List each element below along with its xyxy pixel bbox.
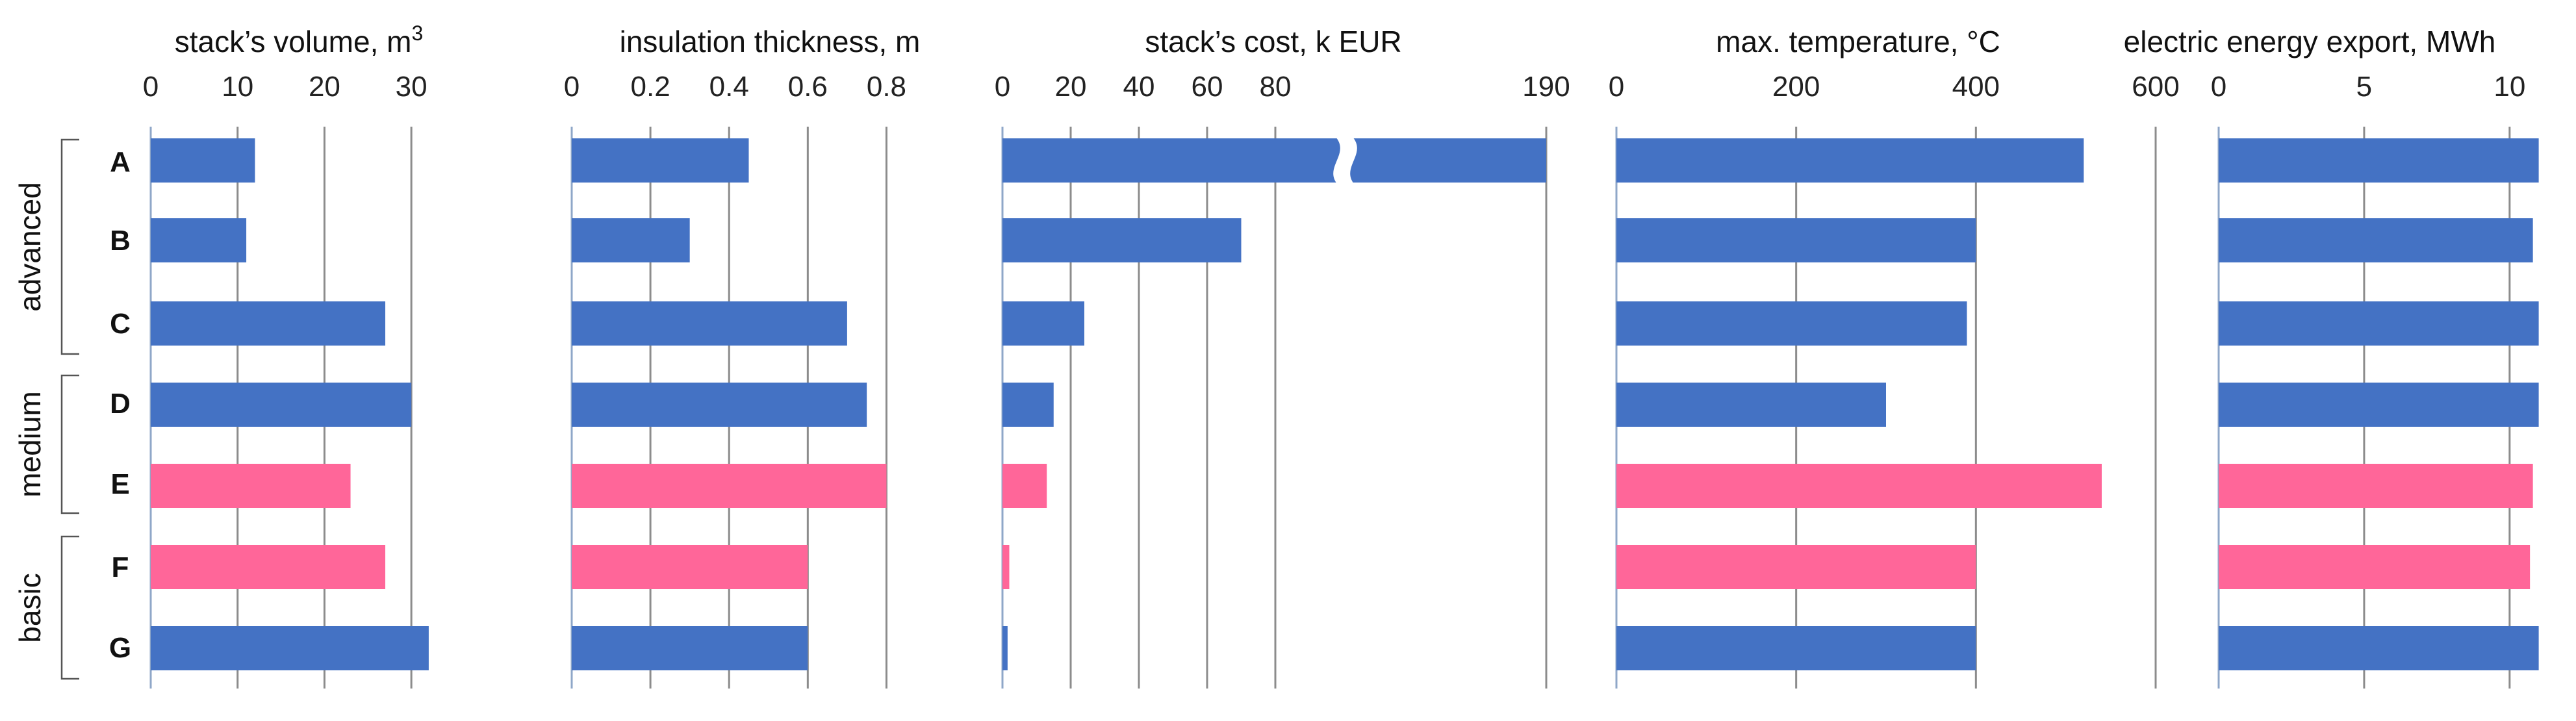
panel-4-tick-label-400: 400 — [1952, 71, 2000, 103]
panel-4-tick-label-0: 0 — [1609, 71, 1624, 103]
panel-1-bar-g — [151, 626, 429, 670]
panel-5: 0 5 10 — [2211, 71, 2539, 689]
panel-2-tick-label-0: 0 — [564, 71, 580, 103]
panel-3-tick-label-190: 190 — [1522, 71, 1570, 103]
panel-3-tick-label-60: 60 — [1192, 71, 1223, 103]
panel-3-axis-break-marker — [1333, 137, 1357, 184]
panel-1-bar-a — [151, 138, 255, 183]
row-label-c: C — [110, 308, 131, 340]
panel-5-bar-d — [2219, 383, 2539, 427]
panel-title-stack-volume: stack’s volume, m3 — [175, 21, 424, 58]
panel-1-bar-f — [151, 545, 386, 589]
panel-2-bar-e — [572, 464, 887, 508]
panel-3-tick-label-20: 20 — [1055, 71, 1087, 103]
group-labels: advanced medium basic — [13, 138, 79, 680]
panel-4-bar-d — [1616, 383, 1886, 427]
panel-1-tick-label-0: 0 — [143, 71, 159, 103]
panel-1-tick-label-30: 30 — [396, 71, 427, 103]
group-label-basic: basic — [13, 573, 47, 642]
panel-3-tick-label-80: 80 — [1260, 71, 1292, 103]
panel-5-bar-b — [2219, 218, 2533, 262]
panel-1-bar-e — [151, 464, 351, 508]
panel-5-bar-a — [2219, 138, 2539, 183]
panel-4-tick-label-200: 200 — [1772, 71, 1820, 103]
panel-3-bar-d — [1002, 383, 1054, 427]
panel-4-bar-g — [1616, 626, 1976, 670]
panel-3-bar-g — [1002, 626, 1008, 670]
panel-2-bar-g — [572, 626, 808, 670]
group-label-advanced: advanced — [13, 182, 47, 312]
panel-5-bar-e — [2219, 464, 2533, 508]
panel-2-tick-label-0-4: 0.4 — [709, 71, 749, 103]
panel-5-bar-c — [2219, 301, 2539, 346]
row-label-f: F — [112, 551, 129, 583]
panel-4-bar-f — [1616, 545, 1976, 589]
row-label-g: G — [109, 632, 131, 664]
panel-4-tick-label-600: 600 — [2132, 71, 2179, 103]
panel-3-bar-b — [1002, 218, 1242, 262]
group-bracket-basic — [60, 535, 79, 680]
panel-5-tick-label-10: 10 — [2493, 71, 2525, 103]
panel-1-tick-label-10: 10 — [222, 71, 253, 103]
panel-title-electric-energy-export: electric energy export, MWh — [2124, 25, 2496, 58]
panel-5-bar-f — [2219, 545, 2531, 589]
panel-title-insulation-thickness: insulation thickness, m — [620, 25, 921, 58]
panel-title-max-temperature: max. temperature, °C — [1716, 25, 2000, 58]
group-bracket-advanced — [60, 138, 79, 355]
group-label-medium: medium — [13, 391, 47, 498]
panel-1-tick-label-20: 20 — [309, 71, 340, 103]
row-labels: A B C D E F G — [109, 146, 131, 664]
panel-2-tick-label-0-2: 0.2 — [631, 71, 670, 103]
panel-5-tick-label-5: 5 — [2356, 71, 2372, 103]
panel-5-bar-g — [2219, 626, 2539, 670]
row-label-e: E — [110, 468, 129, 500]
panel-2-bar-a — [572, 138, 749, 183]
panel-4: 0 200 400 600 — [1609, 71, 2180, 689]
panel-2-tick-label-0-8: 0.8 — [867, 71, 906, 103]
group-bracket-medium — [60, 374, 79, 514]
panel-2: 0 0.2 0.4 0.6 0.8 — [564, 71, 906, 689]
panel-3-bar-a — [1002, 138, 1546, 183]
panel-2-bar-c — [572, 301, 847, 346]
panel-3-bar-f — [1002, 545, 1010, 589]
panel-3-tick-label-40: 40 — [1123, 71, 1155, 103]
panel-5-tick-label-0: 0 — [2211, 71, 2226, 103]
panel-2-bar-d — [572, 383, 867, 427]
panel-2-bar-b — [572, 218, 690, 262]
panel-4-bar-e — [1616, 464, 2102, 508]
panel-1-bar-d — [151, 383, 412, 427]
panel-1-bar-c — [151, 301, 386, 346]
panel-2-bar-f — [572, 545, 808, 589]
panel-1: 0 10 20 30 — [143, 71, 429, 689]
panel-3-bar-e — [1002, 464, 1047, 508]
panel-title-stack-volume-text: stack’s volume, m — [175, 25, 412, 58]
panel-3-bar-c — [1002, 301, 1084, 346]
panel-2-tick-label-0-6: 0.6 — [788, 71, 828, 103]
panel-4-bar-a — [1616, 138, 2084, 183]
panel-4-bar-c — [1616, 301, 1967, 346]
chart-panels: 0 10 20 30 0 0.2 0.4 0.6 0.8 0 20 40 60 80 190 0 200 400 6… — [143, 71, 2539, 689]
row-label-b: B — [110, 225, 131, 257]
panel-1-bar-b — [151, 218, 247, 262]
panel-titles: stack’s volume, m3 insulation thickness,… — [175, 21, 2496, 58]
panel-3: 0 20 40 60 80 190 — [995, 71, 1570, 689]
panel-title-stack-cost: stack’s cost, k EUR — [1145, 25, 1401, 58]
row-label-a: A — [110, 146, 131, 178]
row-label-d: D — [110, 388, 131, 420]
panel-title-stack-volume-superscript: 3 — [411, 21, 423, 45]
panel-3-tick-label-0: 0 — [995, 71, 1010, 103]
panel-4-bar-b — [1616, 218, 1976, 262]
